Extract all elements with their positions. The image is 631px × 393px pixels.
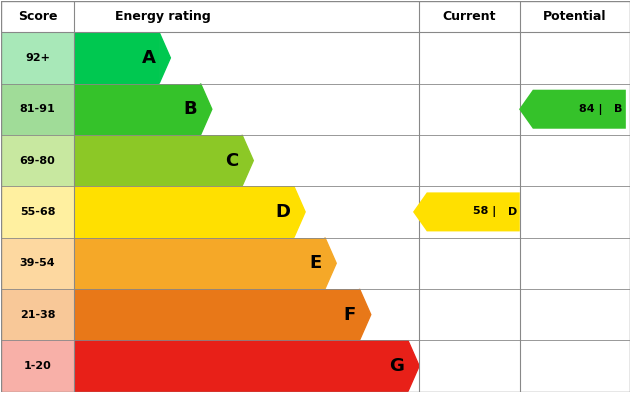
Text: Energy rating: Energy rating [115, 10, 211, 23]
Text: 1-20: 1-20 [23, 361, 51, 371]
Bar [1, 135, 74, 186]
Polygon shape [519, 90, 626, 129]
Text: C: C [225, 152, 239, 169]
Bar [74, 84, 201, 135]
Bar [74, 186, 294, 238]
Bar [74, 32, 159, 84]
Bar [1, 340, 74, 391]
Bar [1, 238, 74, 289]
Polygon shape [408, 340, 419, 391]
Bar [1, 84, 74, 135]
Polygon shape [201, 84, 212, 135]
Text: 84 |: 84 | [579, 104, 603, 115]
Text: A: A [141, 49, 155, 67]
Text: D: D [508, 207, 517, 217]
Bar [74, 289, 360, 340]
Text: F: F [343, 306, 356, 323]
Bar [1, 186, 74, 238]
Text: D: D [275, 203, 290, 221]
Polygon shape [360, 289, 371, 340]
Text: Potential: Potential [543, 10, 606, 23]
Text: G: G [389, 357, 404, 375]
Bar [74, 238, 325, 289]
Text: E: E [309, 254, 321, 272]
Text: 55-68: 55-68 [20, 207, 56, 217]
Bar [74, 135, 242, 186]
Text: Score: Score [18, 10, 57, 23]
Bar [74, 340, 408, 391]
Text: 58 |: 58 | [473, 206, 497, 217]
Text: Current: Current [443, 10, 496, 23]
Polygon shape [413, 193, 520, 231]
Bar [1, 32, 74, 84]
Text: 21-38: 21-38 [20, 310, 56, 320]
Text: 69-80: 69-80 [20, 156, 56, 165]
Text: 81-91: 81-91 [20, 104, 56, 114]
Bar [1, 2, 630, 32]
Polygon shape [325, 238, 336, 289]
Text: 92+: 92+ [25, 53, 50, 63]
Polygon shape [294, 186, 305, 238]
Polygon shape [159, 32, 170, 84]
Text: 39-54: 39-54 [20, 258, 56, 268]
Bar [1, 289, 74, 340]
Text: B: B [614, 104, 622, 114]
Polygon shape [242, 135, 253, 186]
Text: B: B [183, 100, 197, 118]
